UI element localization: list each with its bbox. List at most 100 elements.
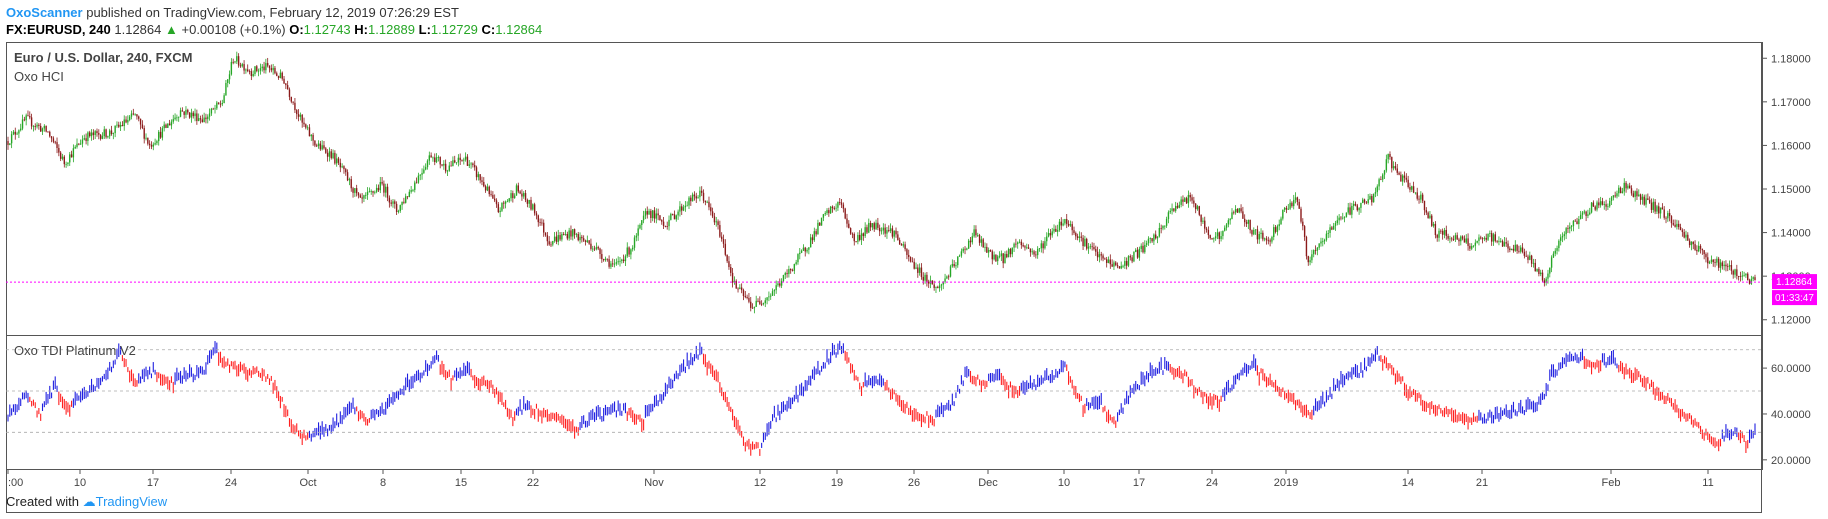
candle-body — [45, 125, 47, 132]
candle-body — [288, 89, 291, 97]
candle-body — [951, 264, 954, 267]
candle-body — [1750, 278, 1753, 284]
candle-body — [764, 300, 766, 304]
candle-body — [633, 237, 636, 248]
candle-body — [399, 205, 401, 211]
candle-body — [1156, 236, 1159, 239]
candle-body — [316, 145, 318, 147]
candle-body — [1311, 254, 1313, 261]
candle-body — [20, 128, 22, 131]
candle-body — [619, 260, 621, 262]
candle-body — [1456, 235, 1458, 240]
candle-body — [1287, 208, 1289, 210]
candle-body — [1431, 215, 1433, 226]
candle-body — [196, 113, 198, 122]
candle-body — [1220, 236, 1222, 239]
candle-body — [699, 190, 701, 198]
candle-body — [546, 235, 549, 242]
candle-body — [216, 102, 218, 109]
candle-body — [811, 237, 814, 241]
candle-body — [74, 146, 76, 149]
candle-body — [604, 258, 607, 261]
candle-body — [1480, 237, 1482, 239]
candle-body — [1685, 234, 1687, 238]
candle-body — [1403, 175, 1406, 178]
candle-body — [1698, 245, 1700, 252]
candle-body — [1523, 251, 1526, 256]
time-axis-ticks: :00 10 17 24 Oct 8 15 22 Nov 12 19 26 Dec 10 17 24 2019 1… — [7, 469, 1714, 489]
candle-body — [1204, 220, 1206, 229]
candle-body — [1263, 238, 1266, 240]
candle-body — [1129, 256, 1131, 258]
candle-body — [314, 140, 316, 146]
candle-body — [63, 156, 65, 165]
candle-body — [553, 236, 556, 241]
candle-body — [1240, 208, 1242, 212]
candle-body — [735, 280, 737, 289]
candle-body — [114, 125, 116, 134]
candle-body — [1452, 239, 1455, 240]
candle-body — [474, 165, 476, 168]
candle-body — [804, 247, 806, 252]
candle-body — [99, 134, 102, 139]
candle-body — [366, 191, 369, 195]
candle-body — [1394, 166, 1397, 169]
candle-body — [1529, 255, 1531, 260]
candle-body — [570, 230, 572, 237]
candle-body — [1004, 253, 1006, 264]
candle-body — [435, 157, 438, 163]
candle-body — [782, 275, 785, 282]
candle-body — [499, 210, 501, 213]
candle-body — [1661, 207, 1664, 210]
candle-body — [1627, 185, 1629, 189]
candle-body — [1245, 222, 1248, 224]
publisher-link[interactable]: OxoScanner — [6, 5, 83, 20]
candle-body — [1367, 199, 1369, 203]
candle-body — [1487, 233, 1489, 240]
candle-body — [230, 61, 233, 75]
candle-body — [263, 66, 265, 71]
candle-body — [221, 103, 223, 105]
candle-body — [1064, 219, 1066, 224]
time-tick-label: 14 — [1402, 477, 1414, 489]
candle-body — [50, 136, 53, 139]
candle-body — [1678, 223, 1680, 228]
candle-body — [601, 254, 603, 260]
candle-body — [459, 157, 461, 161]
candle-body — [214, 108, 216, 110]
candle-body — [92, 132, 95, 136]
candle-body — [962, 248, 964, 252]
candle-body — [441, 164, 443, 166]
candle-body — [828, 210, 830, 214]
candle-body — [1002, 253, 1004, 264]
candle-body — [1623, 182, 1625, 192]
candle-body — [848, 223, 850, 229]
candle-body — [1038, 248, 1041, 250]
candle-body — [188, 112, 191, 118]
candle-body — [966, 248, 968, 250]
candle-body — [1265, 238, 1268, 241]
candle-body — [768, 296, 770, 298]
candle-body — [1233, 212, 1235, 214]
tradingview-link[interactable]: TradingView — [95, 494, 168, 509]
candle-body — [1516, 244, 1518, 251]
candle-body — [1142, 245, 1144, 253]
candle-body — [559, 235, 561, 240]
candle-body — [1494, 234, 1497, 241]
candle-body — [1407, 179, 1409, 188]
candle-body — [1242, 211, 1244, 219]
price-pane-indicator: Oxo HCI — [14, 69, 64, 84]
candle-body — [457, 157, 460, 163]
candle-body — [1013, 243, 1015, 248]
candle-body — [1559, 237, 1562, 241]
candle-body — [332, 152, 334, 159]
candle-body — [390, 202, 392, 204]
candle-body — [397, 210, 400, 212]
candle-body — [319, 143, 322, 150]
candle-body — [1443, 230, 1446, 235]
candle-body — [1391, 156, 1393, 169]
candle-body — [799, 252, 801, 255]
candle-body — [1540, 272, 1542, 275]
candle-body — [806, 249, 808, 252]
